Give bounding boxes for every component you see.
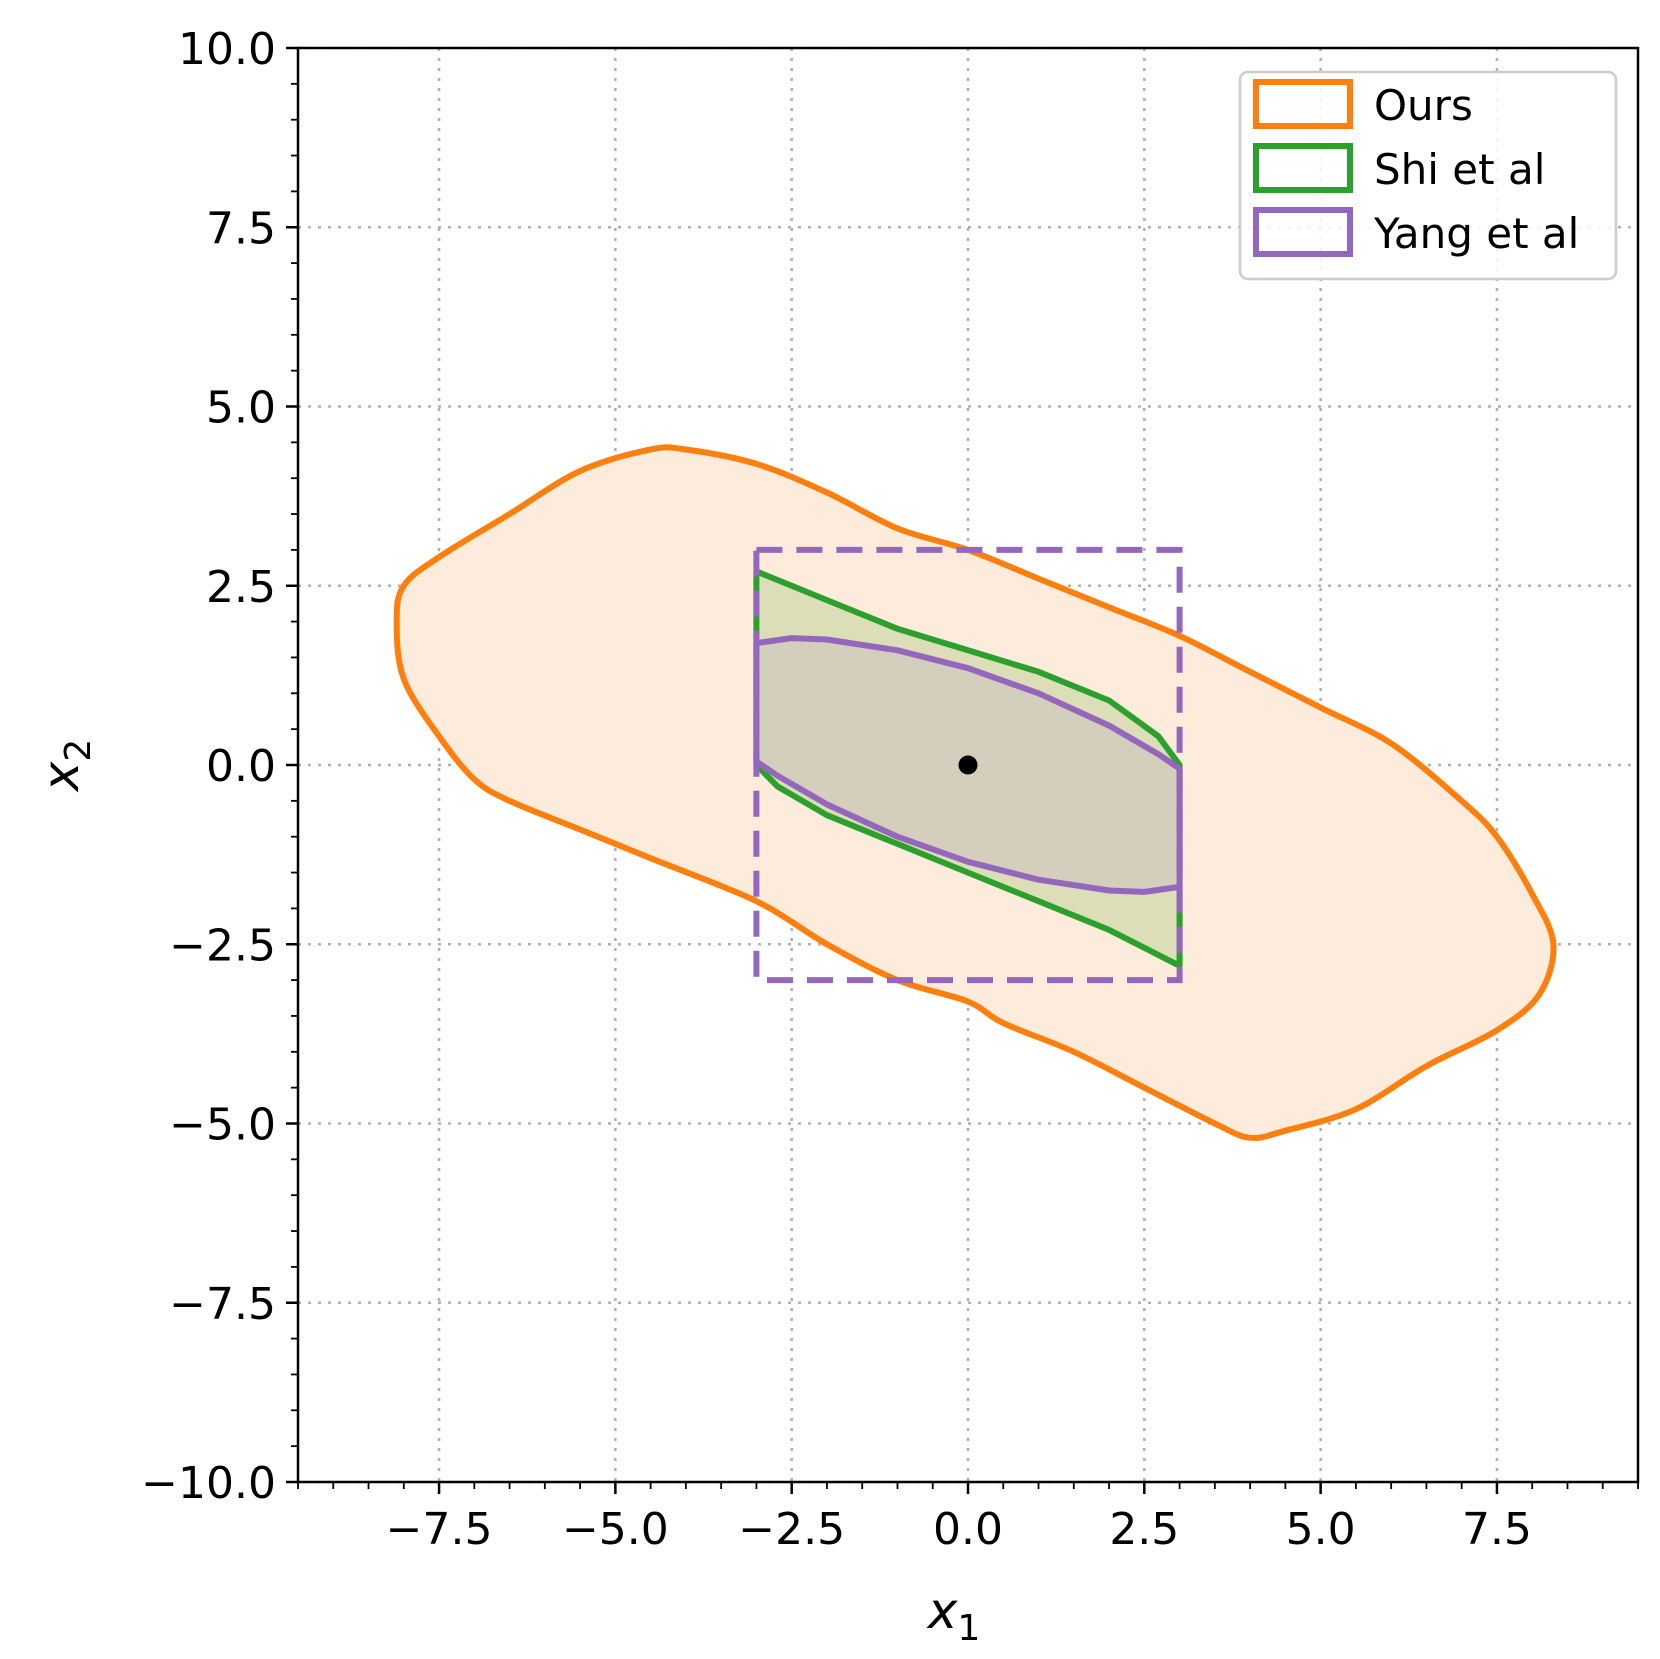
y-axis-label: x2 bbox=[32, 739, 99, 794]
ours-region-outline bbox=[393, 444, 1557, 1142]
y-tick-label-8: 10.0 bbox=[178, 24, 276, 75]
legend-swatch-ours bbox=[1253, 79, 1353, 129]
y-tick-label-3: −2.5 bbox=[169, 920, 276, 971]
y-tick-label-6: 5.0 bbox=[206, 383, 276, 434]
x-tick-label-3: 0.0 bbox=[933, 1504, 1003, 1555]
legend-label-ours: Ours bbox=[1374, 81, 1473, 130]
tick-marks bbox=[286, 46, 1639, 1494]
legend-swatch-yang-et-al bbox=[1253, 207, 1353, 257]
legend-swatch-shi-et-al bbox=[1253, 143, 1353, 193]
center-point-layer bbox=[958, 755, 978, 775]
x-axis-label-main: x bbox=[926, 1582, 958, 1640]
x-tick-label-1: −5.0 bbox=[562, 1504, 669, 1555]
legend: Ours Shi et al Yang et al bbox=[1238, 70, 1618, 281]
x-tick-label-0: −7.5 bbox=[386, 1504, 493, 1555]
tick-labels: −7.5 −5.0 −2.5 0.0 2.5 5.0 7.5 −10.0 −7.5 −5.0 −2.… bbox=[141, 24, 1532, 1555]
x-axis-label: x1 bbox=[926, 1582, 981, 1649]
x-tick-label-6: 7.5 bbox=[1462, 1504, 1532, 1555]
legend-label-yang-et-al: Yang et al bbox=[1373, 209, 1579, 258]
y-tick-label-0: −10.0 bbox=[141, 1458, 276, 1509]
y-axis-label-subscript: 2 bbox=[58, 739, 99, 762]
y-tick-label-1: −7.5 bbox=[169, 1279, 276, 1330]
y-tick-label-4: 0.0 bbox=[206, 741, 276, 792]
y-axis-label-main: x bbox=[32, 761, 90, 793]
x-tick-label-4: 2.5 bbox=[1109, 1504, 1179, 1555]
shi-et-al-region-outline bbox=[753, 568, 1183, 969]
y-tick-label-2: −5.0 bbox=[169, 1100, 276, 1151]
x-tick-label-5: 5.0 bbox=[1286, 1504, 1356, 1555]
series-layer bbox=[393, 444, 1557, 1142]
center-point bbox=[958, 755, 978, 775]
bounding-box-dashed-box bbox=[753, 546, 1183, 984]
y-tick-label-7: 7.5 bbox=[206, 203, 276, 254]
legend-label-shi-et-al: Shi et al bbox=[1374, 145, 1545, 194]
y-tick-label-5: 2.5 bbox=[206, 562, 276, 613]
x-tick-label-2: −2.5 bbox=[738, 1504, 845, 1555]
x-axis-label-subscript: 1 bbox=[957, 1608, 980, 1649]
